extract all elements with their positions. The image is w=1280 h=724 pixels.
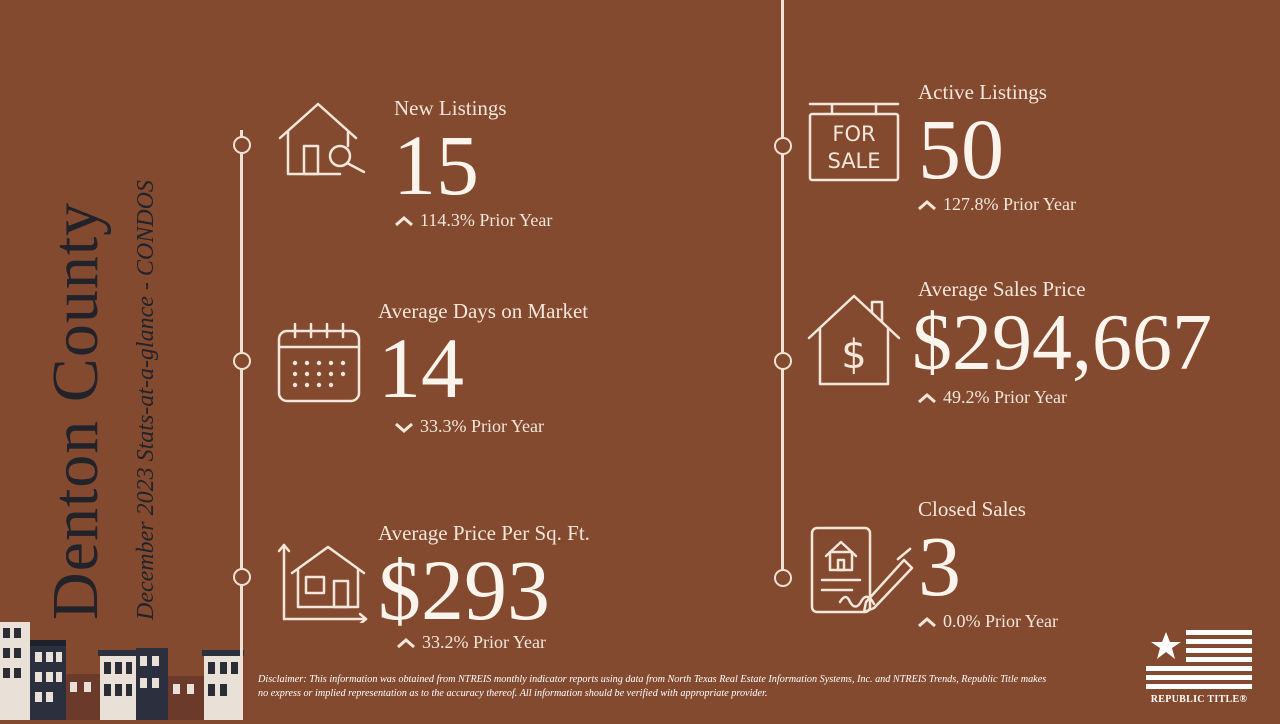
disclaimer: Disclaimer: This information was obtaine… <box>258 674 1047 699</box>
new-listings-change: 114.3% Prior Year <box>394 210 552 231</box>
house-dollar-icon: $ <box>806 292 902 388</box>
change-text: 33.3% Prior Year <box>420 416 544 436</box>
price-per-sqft-change: 33.2% Prior Year <box>396 632 546 653</box>
left-timeline <box>240 130 243 720</box>
house-dimensions-icon <box>276 541 370 626</box>
chevron-up-icon <box>918 199 936 210</box>
new-listings-value: 15 <box>393 117 479 213</box>
timeline-dot <box>774 352 792 370</box>
chevron-down-icon <box>395 422 413 433</box>
active-listings-value: 50 <box>918 101 1004 197</box>
for-sale-sign-icon: FOR SALE <box>806 98 902 184</box>
chevron-up-icon <box>918 616 936 627</box>
change-text: 49.2% Prior Year <box>943 387 1067 407</box>
timeline-dot <box>233 568 251 586</box>
calendar-icon <box>277 321 361 403</box>
logo-wordmark: REPUBLIC TITLE® <box>1150 694 1248 705</box>
svg-text:SALE: SALE <box>827 149 880 173</box>
chevron-up-icon <box>918 392 936 403</box>
subtitle: December 2023 Stats-at-a-glance - CONDOS <box>133 180 159 620</box>
chevron-up-icon <box>397 637 415 648</box>
price-per-sqft-label: Average Price Per Sq. Ft. <box>378 521 590 545</box>
days-on-market-label: Average Days on Market <box>378 299 589 323</box>
right-timeline <box>781 0 784 580</box>
timeline-dot <box>774 137 792 155</box>
change-text: 0.0% Prior Year <box>943 611 1058 631</box>
avg-sales-price-label: Average Sales Price <box>918 277 1086 301</box>
svg-text:FOR: FOR <box>832 122 875 146</box>
title-block: Denton County December 2023 Stats-at-a-g… <box>0 0 250 720</box>
days-on-market-value: 14 <box>378 320 464 416</box>
price-per-sqft-value: $293 <box>378 542 550 638</box>
timeline-dot <box>233 352 251 370</box>
new-listings-label: New Listings <box>394 96 507 120</box>
svg-text:$: $ <box>841 332 866 378</box>
closed-sales-value: 3 <box>918 518 961 614</box>
star-flag-icon <box>1146 630 1252 689</box>
county-title: Denton County <box>39 201 112 620</box>
avg-sales-price-value: $294,667 <box>912 299 1212 387</box>
active-listings-change: 127.8% Prior Year <box>917 194 1076 215</box>
days-on-market-change: 33.3% Prior Year <box>394 416 544 437</box>
change-text: 114.3% Prior Year <box>420 210 553 230</box>
republic-title-logo: REPUBLIC TITLE® <box>1144 630 1254 706</box>
timeline-dot <box>774 569 792 587</box>
timeline-dot <box>233 136 251 154</box>
closed-sales-change: 0.0% Prior Year <box>917 611 1058 632</box>
signed-contract-icon <box>808 526 916 614</box>
chevron-up-icon <box>395 215 413 226</box>
closed-sales-label: Closed Sales <box>918 497 1026 521</box>
avg-sales-price-change: 49.2% Prior Year <box>917 387 1067 408</box>
change-text: 127.8% Prior Year <box>943 194 1076 214</box>
house-search-icon <box>278 100 370 178</box>
townhouses-illustration <box>0 622 245 720</box>
active-listings-label: Active Listings <box>918 80 1047 104</box>
change-text: 33.2% Prior Year <box>422 632 546 652</box>
